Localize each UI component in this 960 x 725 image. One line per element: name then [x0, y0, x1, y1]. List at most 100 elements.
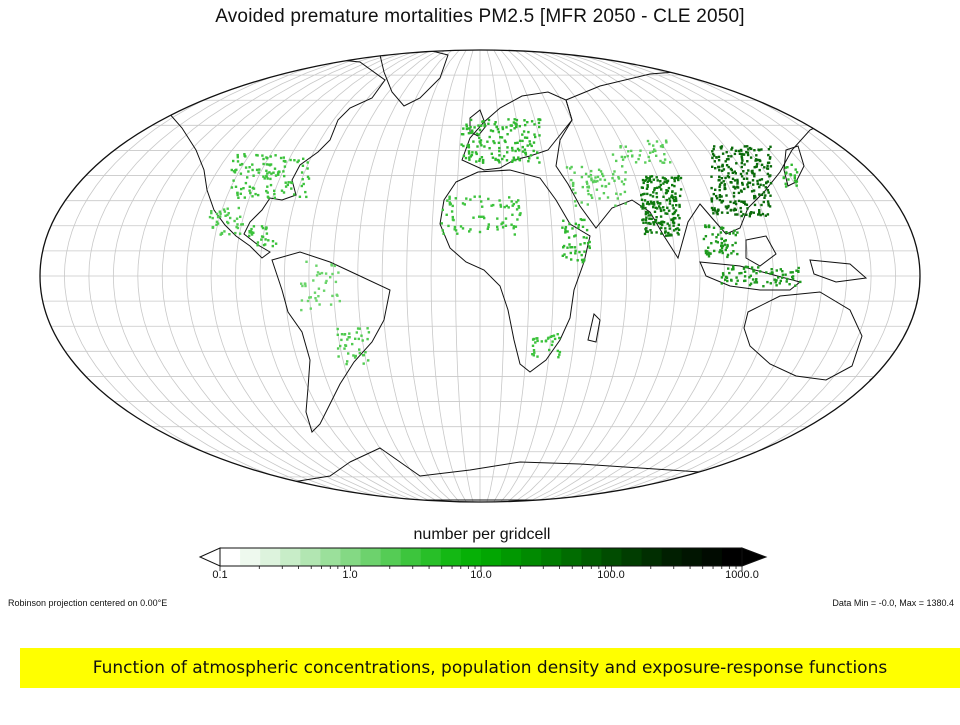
data-cell: [581, 218, 584, 222]
data-cell: [734, 149, 738, 152]
data-cell: [735, 276, 738, 279]
data-cell: [645, 210, 648, 214]
data-cell: [766, 180, 770, 183]
data-cell: [659, 159, 662, 163]
data-cell: [760, 163, 764, 166]
data-cell: [718, 194, 722, 197]
data-cell: [752, 211, 755, 214]
data-cell: [216, 222, 220, 225]
data-cell: [665, 189, 668, 192]
data-cell: [760, 148, 763, 151]
data-cell: [662, 206, 665, 209]
data-cell: [251, 168, 254, 172]
data-cell: [258, 168, 261, 171]
data-cell: [746, 145, 749, 148]
data-cell: [244, 181, 248, 185]
data-cell: [769, 156, 772, 159]
data-cell: [594, 176, 597, 179]
data-cell: [741, 159, 744, 162]
data-cell: [465, 127, 469, 131]
data-cell: [782, 176, 785, 179]
data-cell: [659, 207, 662, 210]
map-interior: [40, 50, 920, 502]
data-cell: [481, 161, 485, 164]
data-cell: [724, 278, 727, 281]
data-cell: [720, 195, 723, 198]
data-cell: [672, 229, 676, 232]
data-cell: [584, 172, 588, 176]
meridian-line: [235, 50, 412, 502]
colorbar-cell: [220, 548, 241, 566]
data-cell: [235, 217, 239, 220]
data-cell: [511, 146, 514, 150]
data-cell: [648, 177, 651, 180]
data-cell: [654, 206, 657, 209]
data-cell: [767, 148, 771, 151]
data-cell: [266, 191, 269, 194]
data-cell: [749, 156, 753, 159]
data-cell: [590, 178, 593, 182]
data-cell: [725, 231, 728, 234]
data-cell: [290, 187, 293, 190]
data-cell: [569, 246, 572, 249]
data-cell: [664, 192, 668, 195]
data-cell: [273, 189, 276, 192]
data-cell: [730, 155, 733, 158]
data-cell: [650, 217, 653, 221]
data-cell: [266, 177, 269, 180]
data-cell: [674, 228, 678, 231]
data-cell: [722, 226, 725, 230]
data-cell: [646, 177, 649, 180]
data-cell: [669, 161, 672, 164]
data-cell: [788, 283, 791, 286]
data-cell: [514, 158, 517, 162]
graticule: [40, 50, 920, 502]
data-cell: [460, 143, 463, 146]
data-cell: [718, 178, 721, 182]
data-cell: [785, 277, 789, 281]
data-cell: [604, 185, 608, 188]
borneo-outline: [745, 235, 777, 267]
data-cell: [787, 178, 790, 181]
data-cell: [208, 215, 212, 219]
data-cell: [296, 160, 299, 164]
data-cell: [650, 231, 653, 234]
data-cell: [671, 196, 675, 200]
data-cell: [487, 122, 490, 125]
data-cell: [515, 125, 518, 129]
data-cell: [220, 231, 223, 235]
data-cell: [649, 222, 652, 225]
data-cell: [744, 265, 747, 269]
data-cell: [467, 145, 470, 149]
data-cell: [735, 162, 738, 165]
data-cell: [659, 180, 662, 183]
data-cell: [317, 295, 320, 298]
data-cell: [562, 246, 565, 249]
data-cell: [487, 225, 490, 229]
data-cell: [585, 236, 588, 240]
data-cell: [274, 154, 277, 157]
data-cell: [453, 225, 457, 229]
north-america-outline: [149, 57, 386, 259]
data-cell: [727, 176, 731, 179]
data-cell: [353, 356, 357, 359]
data-cell: [248, 234, 251, 238]
data-cell: [467, 143, 470, 147]
data-cell: [487, 118, 491, 122]
data-cell: [236, 160, 240, 163]
greenland-outline: [379, 50, 449, 107]
data-cell: [737, 191, 741, 195]
data-cell: [791, 275, 795, 278]
data-cell: [226, 213, 229, 217]
data-cell: [366, 337, 369, 341]
meridian-line: [308, 50, 432, 502]
data-cell: [649, 229, 652, 232]
data-cell: [769, 194, 772, 197]
data-cell: [617, 177, 621, 180]
data-cell: [346, 360, 349, 363]
data-cell: [718, 195, 721, 198]
data-cell: [250, 227, 253, 231]
data-cell: [645, 230, 649, 233]
data-cell: [478, 128, 482, 132]
data-cell: [748, 146, 752, 150]
